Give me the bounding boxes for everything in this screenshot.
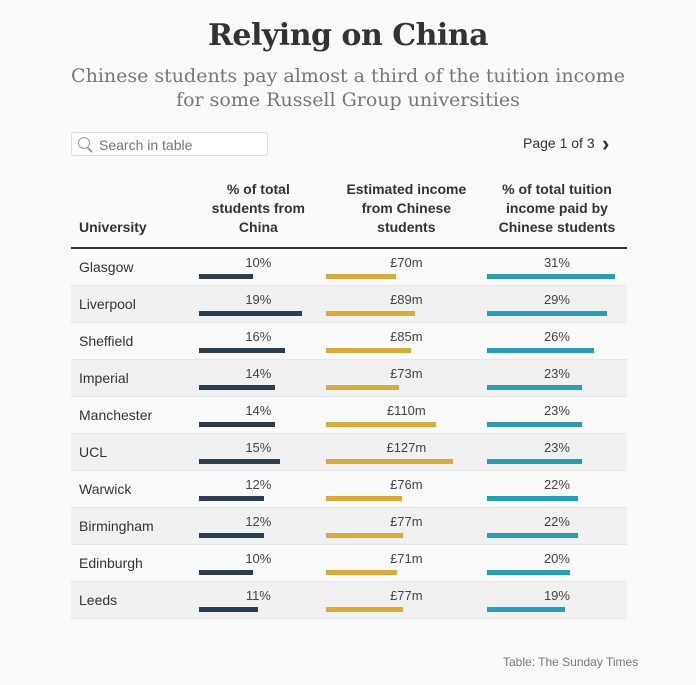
students-value: 10%: [245, 255, 272, 270]
table-row: Liverpool 19% £89m 29%: [71, 285, 627, 323]
income-value: £70m: [390, 255, 423, 270]
page-title: Relying on China: [207, 18, 489, 53]
share-value: 22%: [543, 477, 570, 492]
table-row: Warwick 12% £76m 22%: [71, 470, 627, 508]
table-row: Sheffield 16% £85m 26%: [71, 322, 627, 360]
share-bar: [486, 422, 582, 427]
share-value: 19%: [543, 588, 570, 603]
income-bar: [325, 607, 403, 612]
share-value: 23%: [543, 366, 570, 381]
table-row: Birmingham 12% £77m 22%: [71, 507, 627, 545]
table-row: UCL 15% £127m 23%: [71, 433, 627, 471]
income-value: £76m: [390, 477, 423, 492]
share-bar: [486, 607, 566, 612]
income-bar: [325, 385, 399, 390]
students-value: 19%: [245, 292, 272, 307]
search-icon: [78, 137, 90, 149]
university-name: Sheffield: [71, 322, 191, 360]
share-value: 29%: [543, 292, 570, 307]
table-row: Manchester 14% £110m 23%: [71, 396, 627, 434]
students-value: 12%: [245, 477, 272, 492]
income-value: £127m: [386, 440, 427, 455]
share-value: 23%: [543, 440, 570, 455]
students-value: 14%: [245, 366, 272, 381]
students-value: 11%: [245, 588, 271, 603]
header-share[interactable]: % of total tuition income paid by Chines…: [486, 180, 627, 249]
share-value: 31%: [543, 255, 570, 270]
students-value: 16%: [245, 329, 272, 344]
university-name: Leeds: [71, 581, 191, 619]
university-name: Edinburgh: [71, 544, 191, 582]
income-bar: [325, 496, 402, 501]
students-bar: [198, 570, 253, 575]
students-value: 14%: [245, 403, 272, 418]
university-name: Glasgow: [71, 248, 191, 286]
income-bar: [325, 348, 411, 353]
students-bar: [198, 385, 275, 390]
students-value: 15%: [245, 440, 272, 455]
income-value: £89m: [390, 292, 423, 307]
share-bar: [486, 311, 607, 316]
share-bar: [486, 348, 595, 353]
share-bar: [486, 274, 615, 279]
university-name: Manchester: [71, 396, 191, 434]
share-value: 20%: [543, 551, 570, 566]
students-bar: [198, 422, 275, 427]
header-university[interactable]: University: [71, 180, 191, 249]
data-table: University % of total students from Chin…: [71, 180, 627, 619]
students-value: 10%: [245, 551, 272, 566]
table-row: Edinburgh 10% £71m 20%: [71, 544, 627, 582]
share-bar: [486, 570, 570, 575]
table-row: Leeds 11% £77m 19%: [71, 581, 627, 619]
header-income[interactable]: Estimated income from Chinese students: [325, 180, 487, 249]
share-bar: [486, 496, 578, 501]
page-indicator: Page 1 of 3: [523, 135, 595, 151]
students-bar: [198, 607, 259, 612]
income-bar: [325, 311, 415, 316]
share-bar: [486, 533, 578, 538]
income-value: £71m: [390, 551, 423, 566]
share-value: 26%: [543, 329, 570, 344]
next-page-icon[interactable]: ›: [602, 131, 610, 156]
income-bar: [325, 533, 403, 538]
university-name: Imperial: [71, 359, 191, 397]
header-students[interactable]: % of total students from China: [190, 180, 326, 249]
income-bar: [325, 570, 397, 575]
students-bar: [198, 496, 264, 501]
students-bar: [198, 348, 286, 353]
university-name: Warwick: [71, 470, 191, 508]
table-row: Glasgow 10% £70m 31%: [71, 248, 627, 286]
students-bar: [198, 459, 280, 464]
share-value: 23%: [543, 403, 570, 418]
income-value: £110m: [386, 403, 426, 418]
students-value: 12%: [245, 514, 272, 529]
share-value: 22%: [543, 514, 570, 529]
income-bar: [325, 422, 436, 427]
income-bar: [325, 459, 453, 464]
income-bar: [325, 274, 396, 279]
search-box[interactable]: [71, 132, 268, 156]
university-name: UCL: [71, 433, 191, 471]
search-input[interactable]: [97, 136, 266, 154]
subtitle: Chinese students pay almost a third of t…: [71, 65, 625, 111]
source-note: Table: The Sunday Times: [503, 655, 639, 669]
share-bar: [486, 385, 582, 390]
income-value: £77m: [390, 588, 423, 603]
university-name: Liverpool: [71, 285, 191, 323]
students-bar: [198, 274, 253, 279]
income-value: £73m: [390, 366, 423, 381]
students-bar: [198, 311, 302, 316]
students-bar: [198, 533, 264, 538]
table-row: Imperial 14% £73m 23%: [71, 359, 627, 397]
income-value: £77m: [390, 514, 423, 529]
income-value: £85m: [390, 329, 423, 344]
university-name: Birmingham: [71, 507, 191, 545]
share-bar: [486, 459, 582, 464]
